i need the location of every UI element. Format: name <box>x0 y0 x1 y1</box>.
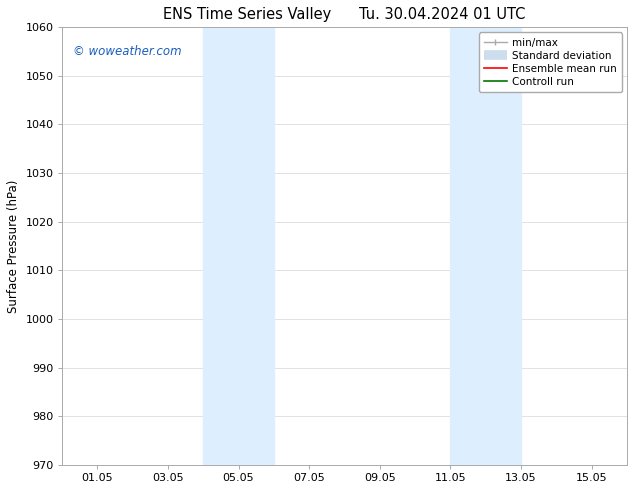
Bar <box>451 27 521 465</box>
Bar <box>204 27 274 465</box>
Title: ENS Time Series Valley      Tu. 30.04.2024 01 UTC: ENS Time Series Valley Tu. 30.04.2024 01… <box>164 7 526 22</box>
Text: © woweather.com: © woweather.com <box>74 45 182 58</box>
Legend: min/max, Standard deviation, Ensemble mean run, Controll run: min/max, Standard deviation, Ensemble me… <box>479 32 622 92</box>
Y-axis label: Surface Pressure (hPa): Surface Pressure (hPa) <box>7 179 20 313</box>
